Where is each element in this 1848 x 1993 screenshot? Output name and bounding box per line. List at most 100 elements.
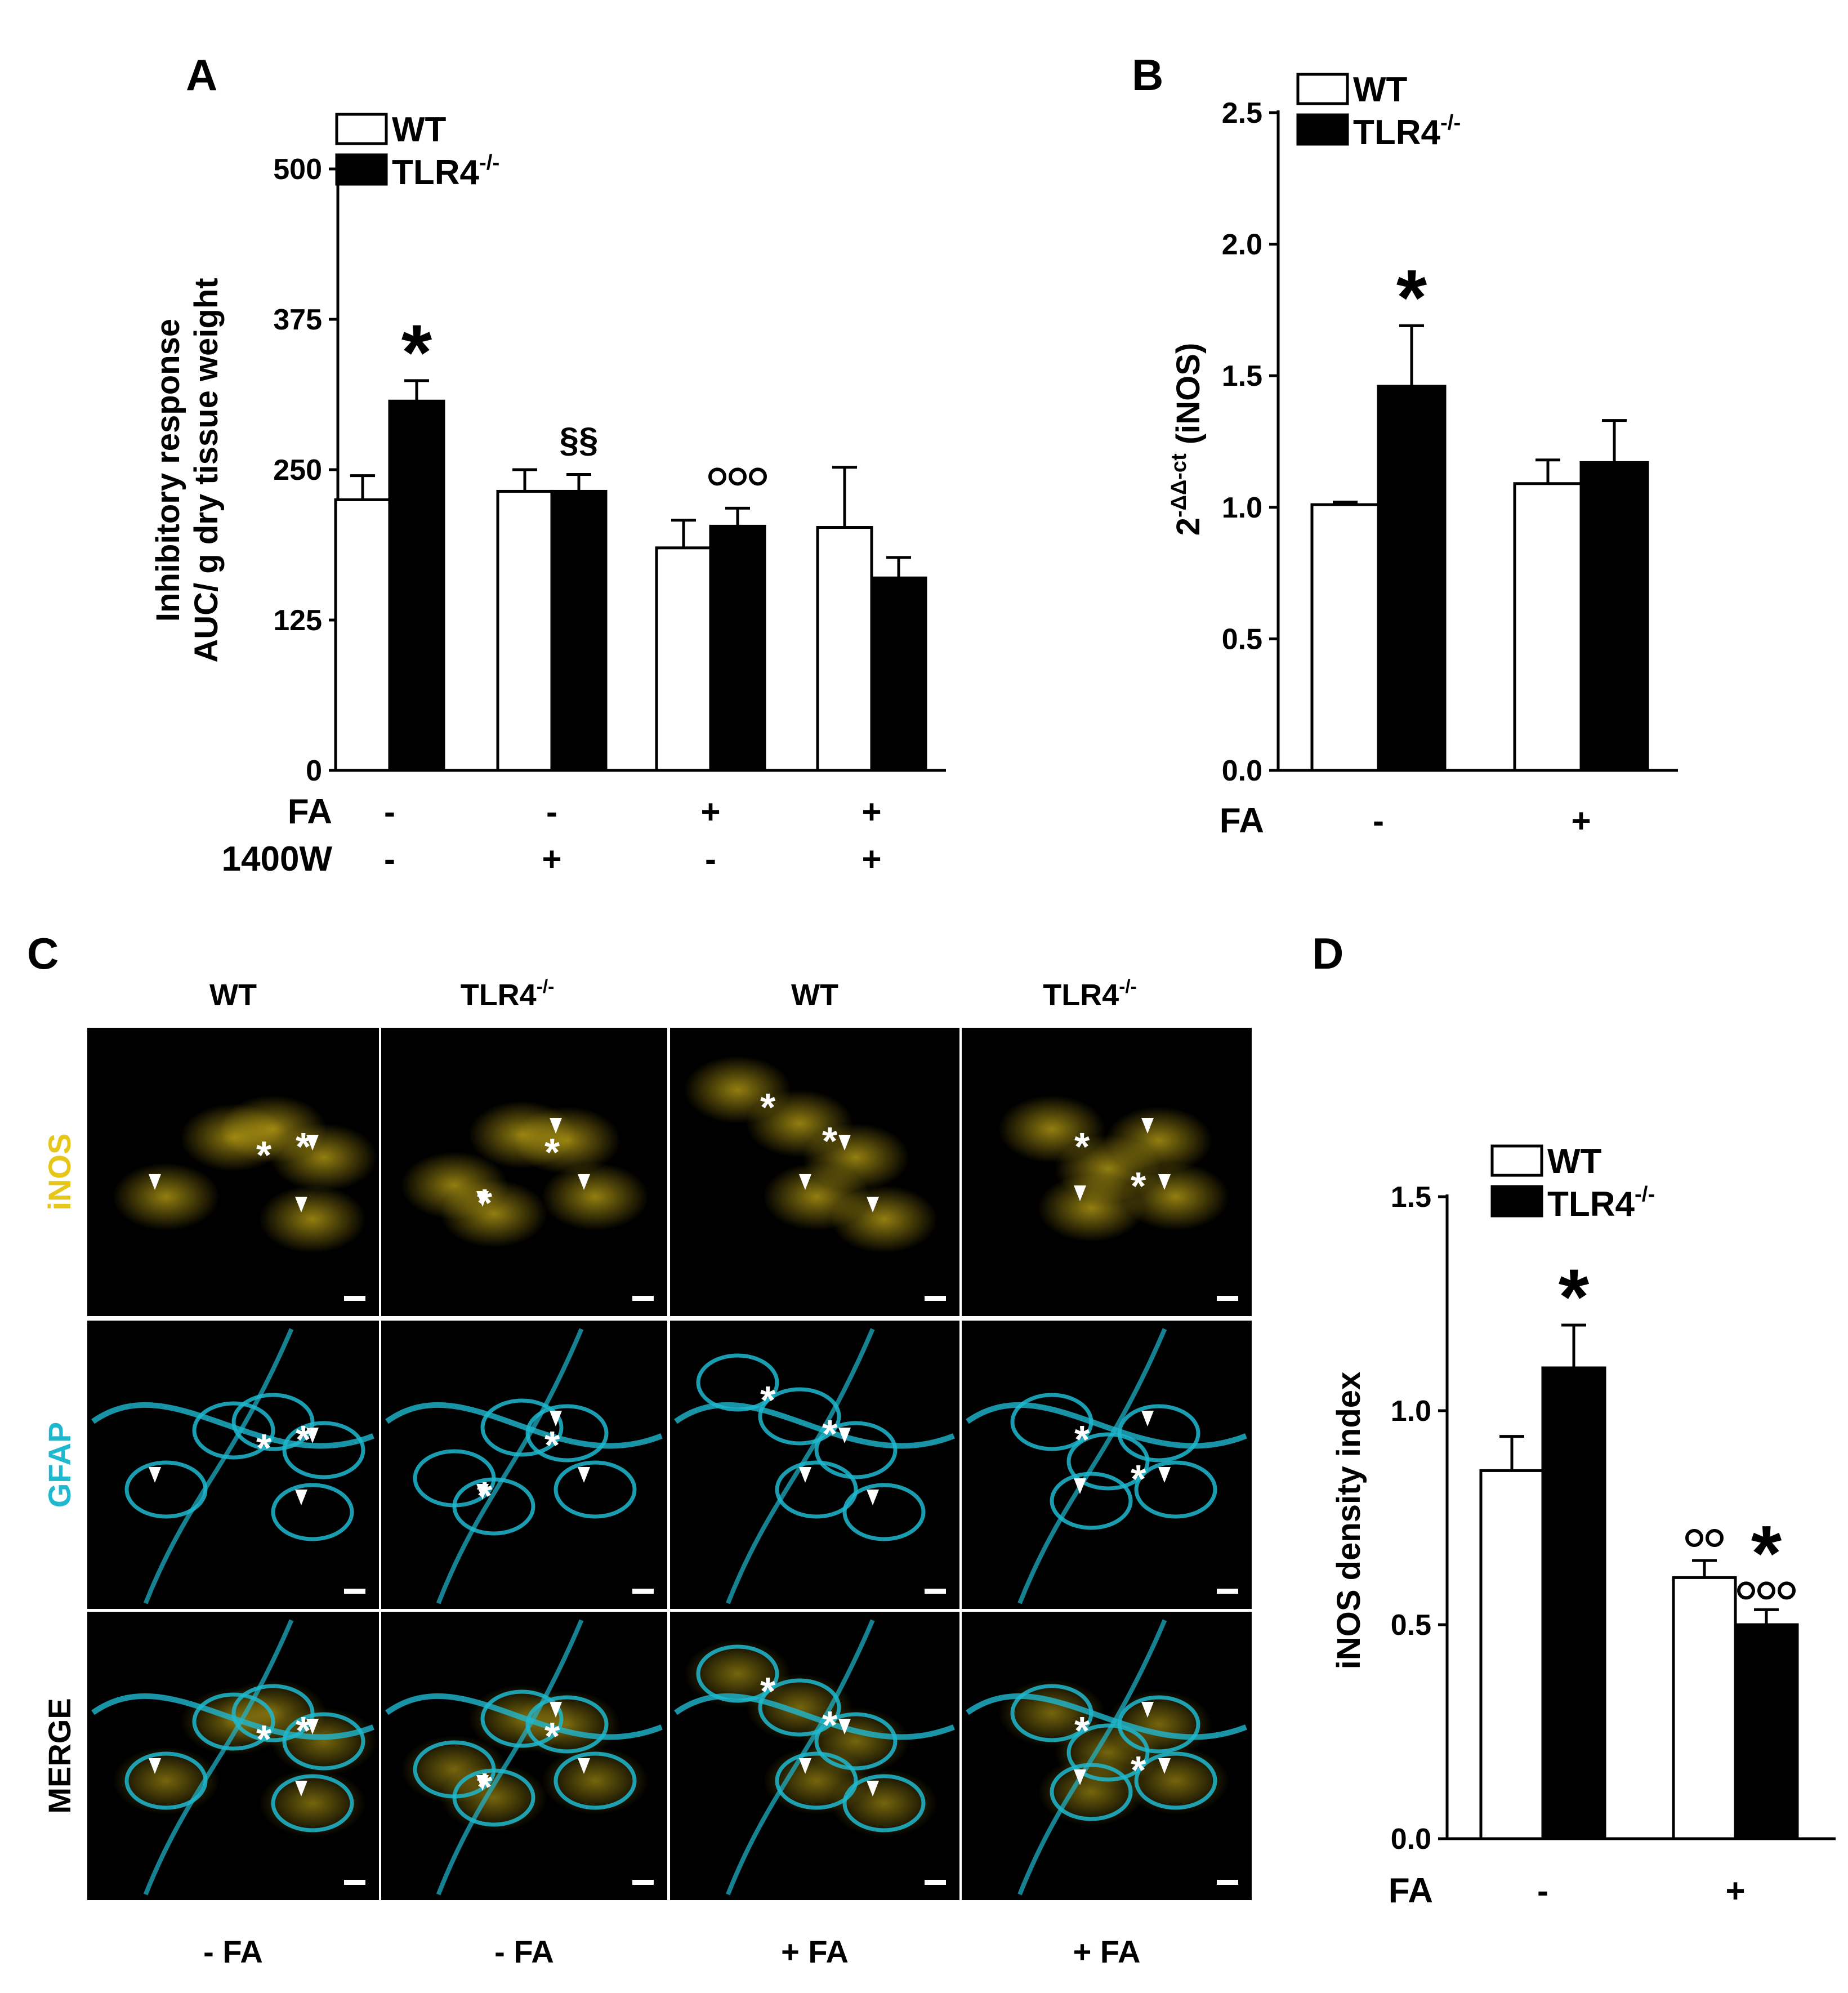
glial-cell-outline xyxy=(192,1692,275,1751)
y-tick-label: 1.0 xyxy=(1391,1395,1431,1428)
bar-wt xyxy=(816,526,873,772)
column-condition: - FA xyxy=(203,1934,263,1969)
gfap-fiber xyxy=(91,1402,374,1449)
micrograph-background xyxy=(670,1321,959,1609)
micrograph-tile: ** xyxy=(381,1612,667,1900)
sig-mark-tlr4 xyxy=(708,467,767,486)
sig-mark-tlr4: §§ xyxy=(560,421,599,460)
sig-mark-tlr4-ring xyxy=(749,467,767,486)
marker-arrowhead xyxy=(578,1467,590,1483)
glial-cell-outline xyxy=(758,1678,841,1737)
legend-swatch-wt xyxy=(1490,1144,1543,1177)
inos-signal xyxy=(270,1123,377,1191)
scale-bar xyxy=(344,1880,365,1885)
marker-asterisk: * xyxy=(256,1133,272,1177)
marker-arrowhead xyxy=(799,1467,811,1483)
micrograph-tile: ** xyxy=(962,1612,1252,1900)
legend-label-tlr4: TLR4-/- xyxy=(392,150,499,192)
marker-arrowhead xyxy=(838,1719,851,1735)
gfap-fiber xyxy=(1017,1328,1167,1604)
marker-arrowhead xyxy=(149,1758,161,1774)
x-condition-row2: + xyxy=(861,840,881,878)
gfap-fiber xyxy=(436,1328,584,1604)
column-header: WT xyxy=(791,978,838,1012)
panel-letter-b: B xyxy=(1132,50,1163,100)
marker-asterisk: * xyxy=(822,1703,838,1747)
marker-arrowhead xyxy=(149,1467,161,1483)
glial-cell-outline xyxy=(124,1460,208,1519)
glial-cell-outline xyxy=(553,1751,637,1810)
glial-cell-outline xyxy=(814,1712,898,1771)
marker-asterisk: * xyxy=(1131,1164,1146,1208)
marker-asterisk: * xyxy=(296,1417,311,1461)
scale-bar xyxy=(925,1880,946,1885)
x-row-label: FA xyxy=(1220,801,1264,840)
bar-tlr4 xyxy=(709,524,766,772)
gfap-fiber xyxy=(91,1693,374,1740)
inos-signal xyxy=(1105,1691,1212,1758)
glial-cell-outline xyxy=(525,1404,609,1463)
micrograph-tile: ** xyxy=(87,1321,379,1609)
x-condition-row2: - xyxy=(384,840,395,878)
inos-signal xyxy=(259,1185,366,1253)
glial-cell-outline xyxy=(1066,1723,1150,1782)
scale-bar xyxy=(1217,1296,1238,1301)
glial-cell-outline xyxy=(775,1460,858,1519)
bar-tlr4 xyxy=(1734,1623,1799,1840)
marker-asterisk: * xyxy=(1074,1417,1090,1461)
inos-signal xyxy=(831,1769,938,1837)
marker-arrowhead xyxy=(476,1484,489,1500)
micrograph-tile: ** xyxy=(381,1028,667,1316)
micrograph-background xyxy=(381,1321,667,1609)
legend-label-wt: WT xyxy=(392,110,447,149)
gfap-fiber xyxy=(966,1693,1247,1740)
glial-cell-outline xyxy=(282,1712,365,1771)
micrograph-tile: ** xyxy=(381,1321,667,1609)
glial-cell-outline xyxy=(775,1751,858,1810)
y-tick-label: 1.5 xyxy=(1222,360,1262,393)
marker-arrowhead xyxy=(1158,1174,1171,1190)
marker-arrowhead xyxy=(1158,1467,1171,1483)
glial-cell-outline xyxy=(696,1644,779,1703)
marker-arrowhead xyxy=(799,1758,811,1774)
scale-bar xyxy=(925,1589,946,1594)
y-tick-label: 0.5 xyxy=(1391,1609,1431,1642)
marker-arrowhead xyxy=(1141,1118,1154,1134)
glial-cell-outline xyxy=(696,1353,779,1412)
panel-letter-d: D xyxy=(1312,929,1343,978)
marker-arrowhead xyxy=(1141,1411,1154,1426)
glial-cell-outline xyxy=(1010,1684,1093,1742)
marker-arrowhead xyxy=(1141,1702,1154,1718)
marker-asterisk: * xyxy=(256,1426,272,1470)
gfap-fiber xyxy=(143,1328,294,1604)
bar-tlr4 xyxy=(870,576,927,772)
marker-asterisk: * xyxy=(760,1085,776,1129)
glial-cell-outline xyxy=(525,1695,609,1754)
x-row-label: FA xyxy=(288,792,332,831)
bar-wt xyxy=(1513,482,1583,772)
inos-signal xyxy=(113,1163,220,1230)
column-header: WT xyxy=(209,978,257,1012)
marker-arrowhead xyxy=(550,1702,562,1718)
y-tick-label: 375 xyxy=(273,304,322,336)
bar-wt xyxy=(1310,503,1380,772)
inos-signal xyxy=(270,1707,377,1775)
y-tick-label: 0.0 xyxy=(1222,755,1262,787)
marker-asterisk: * xyxy=(544,1130,560,1174)
glial-cell-outline xyxy=(1066,1432,1150,1491)
marker-arrowhead xyxy=(578,1758,590,1774)
bar-tlr4 xyxy=(1541,1366,1606,1840)
y-axis-title: iNOS density index xyxy=(1331,1372,1367,1670)
marker-asterisk: * xyxy=(477,1474,493,1518)
row-label: iNOS xyxy=(42,1134,77,1211)
legend-label-tlr4: TLR4-/- xyxy=(1547,1182,1655,1224)
glial-cell-outline xyxy=(192,1401,275,1460)
y-tick-label: 0 xyxy=(306,755,322,787)
glial-cell-outline xyxy=(282,1421,365,1479)
marker-asterisk: * xyxy=(296,1709,311,1753)
sig-mark-wt xyxy=(1685,1529,1724,1547)
glial-cell-outline xyxy=(271,1774,354,1833)
y-tick-label: 2.5 xyxy=(1222,97,1262,130)
gfap-fiber xyxy=(674,1402,955,1449)
